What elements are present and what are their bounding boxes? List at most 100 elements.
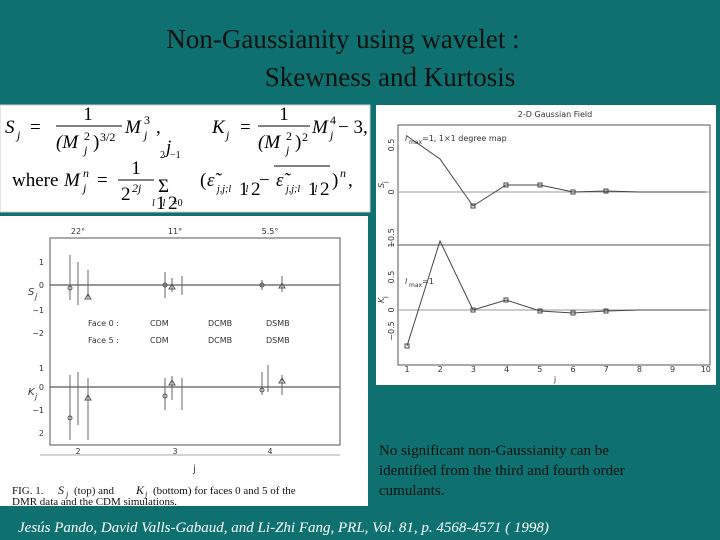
y-tick-label: 1 bbox=[387, 242, 396, 247]
f: ) bbox=[332, 170, 338, 191]
axis-label: j bbox=[34, 292, 38, 301]
f: 2 bbox=[84, 129, 90, 143]
annotation: l bbox=[405, 134, 408, 143]
f: j bbox=[81, 181, 87, 195]
left-figure bbox=[0, 216, 368, 506]
x-tick-label: 4 bbox=[504, 365, 509, 374]
y-tick-label: 0.5 bbox=[387, 271, 396, 284]
annotation: =1, 1×1 degree map bbox=[422, 134, 507, 143]
caption: (top) and bbox=[74, 485, 115, 497]
caption: (bottom) for faces 0 and 5 of the bbox=[153, 485, 296, 497]
annotation: =1 bbox=[422, 277, 434, 286]
caption: j bbox=[144, 490, 148, 499]
f: (M bbox=[258, 132, 281, 153]
f: ,l bbox=[312, 184, 318, 195]
f: 2 bbox=[121, 184, 131, 205]
y-tick-label: 0 bbox=[387, 189, 396, 194]
y-tick-label: 0 bbox=[387, 307, 396, 312]
body-text: identified from the third and fourth ord… bbox=[379, 463, 625, 479]
f: j bbox=[163, 137, 171, 158]
citation: Jesús Pando, David Valls-Gabaud, and Li-… bbox=[18, 520, 549, 536]
axis-label: j bbox=[382, 181, 389, 184]
y-tick-label: −1 bbox=[32, 406, 44, 415]
f: (M bbox=[56, 132, 79, 153]
f: 2 bbox=[160, 150, 165, 161]
x-tick-label: 4 bbox=[267, 447, 272, 456]
f: 2 bbox=[286, 129, 292, 143]
f: 1 bbox=[83, 104, 93, 125]
figure-bg bbox=[0, 216, 368, 506]
f: = bbox=[30, 117, 41, 138]
f: ,l bbox=[160, 198, 166, 209]
f: j bbox=[328, 128, 334, 142]
y-tick-label: −2 bbox=[32, 329, 44, 338]
f: , bbox=[156, 117, 161, 138]
f: =0 bbox=[172, 198, 183, 209]
legend-face: Face 5 : bbox=[88, 336, 119, 345]
legend-item: DSMB bbox=[266, 319, 290, 328]
legend-item: CDM bbox=[150, 319, 169, 328]
f: n bbox=[340, 166, 346, 180]
y-tick-label: 1 bbox=[39, 258, 44, 267]
x-tick-label: 7 bbox=[604, 365, 609, 374]
body-text: cumulants. bbox=[379, 483, 444, 499]
x-tick-label: 1 bbox=[404, 365, 409, 374]
x-tick-label: 10 bbox=[701, 365, 711, 374]
x-tick-label: 5 bbox=[537, 365, 542, 374]
skewness-curve bbox=[406, 135, 706, 207]
formula-box: S j = 1 (M 2 j ) 3/2 M 3 j , K j = 1 (M … bbox=[0, 104, 371, 214]
x-axis-label: j bbox=[553, 375, 556, 384]
caption: FIG. 1. bbox=[12, 485, 44, 497]
y-tick-label: 1 bbox=[39, 364, 44, 373]
f: n bbox=[83, 166, 89, 180]
y-tick-label: 0.5 bbox=[387, 139, 396, 152]
f: 3 bbox=[144, 113, 150, 127]
annotation: l bbox=[405, 277, 408, 286]
legend-item: DSMB bbox=[266, 336, 290, 345]
kurtosis-curve bbox=[406, 239, 706, 347]
top-label: 5.5° bbox=[262, 227, 279, 236]
annotation: max bbox=[409, 282, 423, 289]
x-tick-label: 3 bbox=[471, 365, 476, 374]
f: − 3, bbox=[338, 117, 368, 138]
axis-label: K bbox=[28, 387, 36, 398]
f: S bbox=[5, 117, 15, 138]
f: j bbox=[15, 128, 21, 142]
f: 1 bbox=[131, 158, 141, 179]
axis-label: S bbox=[28, 287, 35, 298]
axis-label: S bbox=[377, 183, 386, 188]
x-tick-label: 2 bbox=[75, 447, 80, 456]
f: 2j bbox=[132, 181, 142, 195]
f: j bbox=[82, 143, 88, 157]
f: M bbox=[124, 117, 142, 138]
f: 2 bbox=[251, 179, 261, 200]
x-axis-label: j bbox=[192, 464, 196, 475]
figure-title: 2-D Gaussian Field bbox=[518, 110, 592, 119]
f: j bbox=[284, 143, 290, 157]
legend-item: DCMB bbox=[208, 319, 232, 328]
f: = bbox=[97, 170, 108, 191]
f: j bbox=[142, 128, 148, 142]
f: K bbox=[211, 117, 226, 138]
f: 2 bbox=[168, 193, 178, 214]
f: −1 bbox=[170, 150, 181, 161]
f: 1 bbox=[156, 193, 166, 214]
y-tick-label: 2 bbox=[39, 429, 44, 438]
legend-item: CDM bbox=[150, 336, 169, 345]
f: − bbox=[259, 170, 270, 191]
legend-face: Face 0 : bbox=[88, 319, 119, 328]
f: 2 bbox=[320, 179, 330, 200]
f: j bbox=[224, 128, 230, 142]
caption: S bbox=[58, 483, 64, 497]
f: 1 bbox=[279, 104, 289, 125]
body-text: No significant non-Gaussianity can be bbox=[379, 443, 609, 459]
x-tick-label: 8 bbox=[637, 365, 642, 374]
title: Non-Gaussianity using wavelet : bbox=[166, 24, 519, 54]
top-label: 11° bbox=[168, 227, 182, 236]
f: = bbox=[240, 117, 251, 138]
f: ,l bbox=[243, 184, 249, 195]
plot-frame bbox=[397, 244, 711, 366]
f: ) bbox=[295, 132, 301, 153]
